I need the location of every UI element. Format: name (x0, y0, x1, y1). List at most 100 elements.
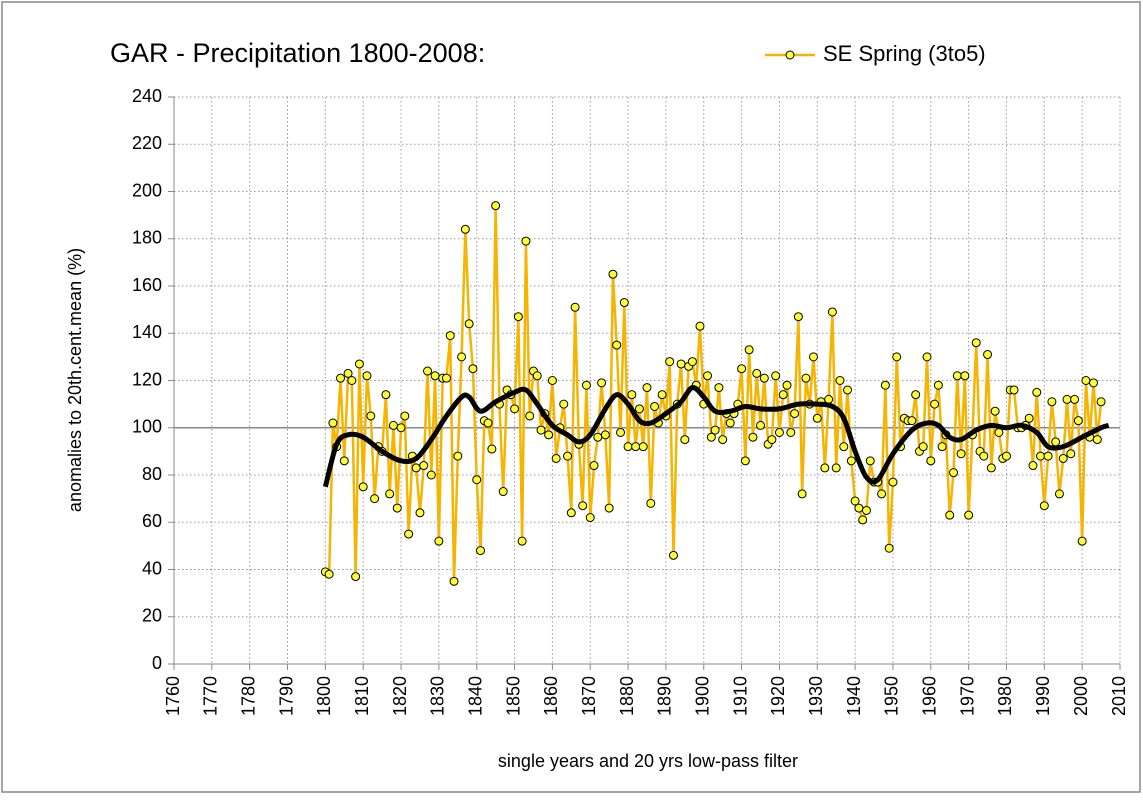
point (706, 432, 716, 442)
point (563, 451, 573, 461)
point (725, 418, 735, 428)
point (933, 380, 943, 390)
point (827, 307, 837, 317)
point (737, 364, 747, 374)
point (608, 269, 618, 279)
point (676, 359, 686, 369)
point (767, 435, 777, 445)
point (858, 515, 868, 525)
point (1062, 394, 1072, 404)
x-tick-label: 1880 (617, 676, 637, 716)
y-tick-label: 40 (142, 558, 162, 578)
point (510, 404, 520, 414)
point (536, 425, 546, 435)
point (797, 489, 807, 499)
point (400, 411, 410, 421)
point (358, 482, 368, 492)
point (1092, 435, 1102, 445)
point (631, 442, 641, 452)
x-tick-label: 1960 (920, 676, 940, 716)
point (366, 411, 376, 421)
y-tick-label: 80 (142, 464, 162, 484)
point (487, 444, 497, 454)
point (411, 463, 421, 473)
point (835, 376, 845, 385)
point (404, 529, 414, 539)
point (918, 442, 928, 452)
point (328, 418, 338, 428)
point (657, 390, 667, 400)
point (956, 449, 966, 459)
point (778, 390, 788, 400)
point (392, 503, 402, 513)
point (1070, 394, 1080, 404)
point (703, 371, 713, 381)
point (335, 373, 345, 383)
point (714, 383, 724, 393)
point (521, 236, 531, 246)
x-tick-label: 1980 (995, 676, 1015, 716)
x-tick-label: 1800 (314, 676, 334, 716)
point (850, 496, 860, 506)
point (793, 312, 803, 322)
point (351, 572, 361, 582)
y-tick-label: 180 (132, 228, 162, 248)
point (589, 461, 599, 471)
point (1039, 501, 1049, 511)
point (831, 463, 841, 473)
point (986, 463, 996, 473)
point (559, 399, 569, 409)
point (911, 390, 921, 400)
point (472, 475, 482, 485)
point (861, 505, 871, 515)
point (884, 543, 894, 553)
x-tick-label: 1810 (352, 676, 372, 716)
x-tick-label: 1760 (163, 676, 183, 716)
point (668, 550, 678, 560)
point (1028, 461, 1038, 471)
point (740, 456, 750, 466)
x-tick-label: 1820 (390, 676, 410, 716)
point (877, 489, 887, 499)
point (949, 468, 959, 478)
point (952, 371, 962, 381)
x-tick-label: 2000 (1071, 676, 1091, 716)
point (324, 569, 334, 579)
point (517, 536, 527, 546)
point (839, 442, 849, 452)
x-tick-label: 1830 (428, 676, 448, 716)
y-tick-label: 60 (142, 511, 162, 531)
x-tick-label: 1870 (579, 676, 599, 716)
point (774, 427, 784, 437)
point (445, 331, 455, 341)
point (1009, 385, 1019, 395)
point (642, 383, 652, 393)
point (945, 510, 955, 520)
point (396, 423, 406, 433)
point (812, 413, 822, 423)
point (680, 435, 690, 445)
point (339, 456, 349, 466)
point (748, 432, 758, 442)
point (801, 373, 811, 383)
x-tick-label: 1910 (730, 676, 750, 716)
point (820, 463, 830, 473)
point (843, 385, 853, 395)
x-tick-label: 1790 (276, 676, 296, 716)
point (1073, 416, 1083, 426)
x-tick-label: 1890 (655, 676, 675, 716)
x-tick-label: 1840 (465, 676, 485, 716)
point (786, 427, 796, 437)
point (880, 380, 890, 390)
point (964, 510, 974, 520)
y-tick-label: 240 (132, 86, 162, 106)
point (347, 376, 357, 385)
point (1047, 397, 1057, 407)
point (865, 456, 875, 466)
point (593, 432, 603, 442)
point (1089, 378, 1099, 388)
y-tick-label: 200 (132, 180, 162, 200)
point (1081, 376, 1091, 385)
point (718, 435, 728, 445)
point (544, 430, 554, 440)
